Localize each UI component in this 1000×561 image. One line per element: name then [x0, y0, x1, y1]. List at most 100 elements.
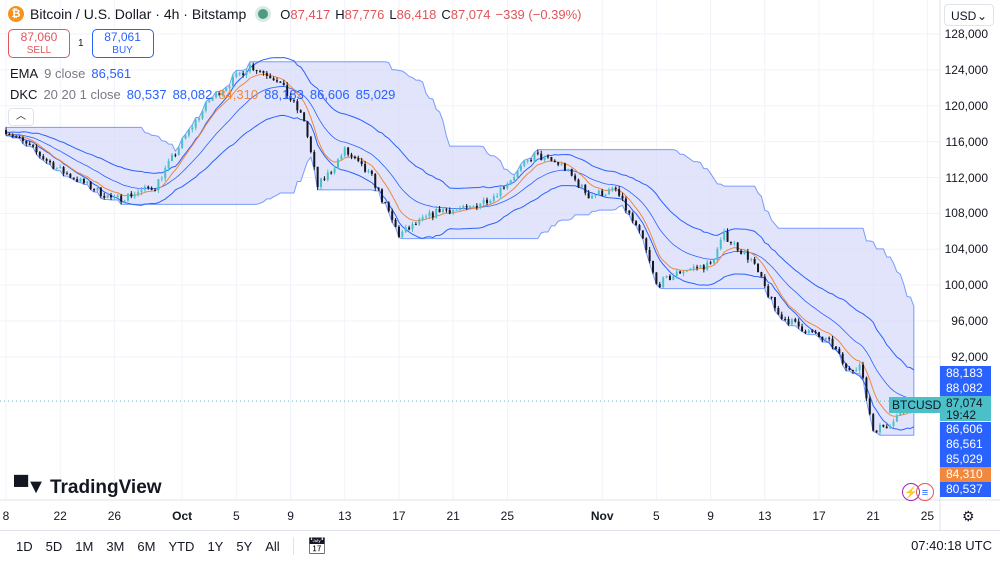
candle	[364, 164, 367, 172]
indicator-ema[interactable]: EMA 9 close 86,561	[10, 66, 132, 81]
event-badges[interactable]: ⚡ ≡	[902, 483, 934, 501]
time-axis-label: 17	[392, 509, 406, 523]
candle	[757, 263, 760, 273]
settings-icon[interactable]: ⚙	[962, 508, 975, 524]
candle	[679, 271, 682, 274]
candle	[289, 95, 292, 101]
candle	[689, 268, 692, 271]
candle	[191, 127, 194, 130]
candle	[428, 212, 431, 217]
candle	[208, 100, 211, 102]
price-axis-label: 96,000	[951, 314, 988, 329]
tradingview-logo[interactable]: ▀▼ TradingView	[14, 476, 162, 498]
range-all[interactable]: All	[265, 538, 280, 554]
range-5d[interactable]: 5D	[45, 538, 63, 554]
candle	[49, 160, 52, 163]
price-axis-label: 128,000	[944, 27, 988, 41]
symbol-header: ₿ Bitcoin / U.S. Dollar · 4h · Bitstamp …	[8, 6, 582, 22]
candle	[150, 188, 153, 190]
candle	[384, 202, 387, 204]
candle	[692, 266, 695, 269]
indicator-dkc[interactable]: DKC 20 20 1 close 80,537 88,082 84,310 88,18…	[10, 87, 396, 102]
candle	[326, 172, 329, 180]
time-axis-label: 26	[107, 509, 122, 523]
range-ytd[interactable]: YTD	[168, 538, 195, 554]
candle	[458, 208, 461, 210]
candle	[421, 216, 424, 220]
symbol-tag: BTCUSD	[889, 397, 945, 413]
candle	[855, 370, 858, 372]
candle	[93, 189, 96, 191]
candle	[198, 118, 201, 120]
range-5y[interactable]: 5Y	[236, 538, 253, 554]
range-bar: 1D 5D 1M 3M 6M YTD 1Y 5Y All 📅︎	[0, 530, 1000, 561]
candle	[269, 75, 272, 79]
candle	[418, 219, 421, 225]
market-status-icon	[258, 9, 269, 19]
clock[interactable]: 07:40:18 UTC	[911, 538, 992, 553]
candle	[79, 178, 82, 182]
candle	[773, 297, 776, 309]
candle	[502, 187, 505, 189]
price-chart[interactable]	[0, 0, 1000, 530]
sell-button[interactable]: 87,060 SELL	[8, 29, 70, 58]
candle	[821, 336, 824, 340]
ema-line	[5, 73, 915, 417]
candle	[292, 100, 295, 102]
range-1d[interactable]: 1D	[16, 538, 33, 554]
candle	[682, 271, 685, 274]
time-axis-label: 21	[446, 509, 460, 523]
range-3m[interactable]: 3M	[106, 538, 125, 554]
collapse-legend-button[interactable]: ︿	[8, 108, 34, 126]
candle	[665, 275, 668, 278]
candle	[838, 348, 841, 354]
candle	[123, 200, 126, 202]
keltner-lower	[5, 114, 915, 431]
candle	[76, 179, 79, 182]
candle	[42, 156, 45, 160]
candle	[780, 314, 783, 319]
candle	[672, 276, 675, 280]
candle	[814, 331, 817, 333]
candle	[370, 170, 373, 174]
candle	[848, 367, 851, 370]
bitcoin-icon: ₿	[8, 6, 24, 22]
candle	[878, 424, 881, 433]
candle	[807, 330, 810, 334]
buy-button[interactable]: 87,061 BUY	[91, 29, 154, 58]
go-to-date-icon[interactable]: 📅︎	[306, 538, 328, 555]
candle	[181, 138, 184, 149]
candle	[597, 190, 600, 195]
candle	[645, 238, 648, 250]
us-flag-icon[interactable]: ≡	[916, 483, 934, 501]
candle	[618, 189, 621, 196]
time-axis-label: 5	[653, 509, 660, 523]
candle	[824, 337, 827, 340]
donchian-band	[5, 61, 915, 436]
symbol-title[interactable]: Bitcoin / U.S. Dollar · 4h · Bitstamp	[30, 6, 247, 22]
candle	[265, 72, 268, 76]
candle	[584, 184, 587, 193]
price-axis-label: 108,000	[944, 206, 988, 221]
price-axis-label: 124,000	[944, 62, 988, 77]
candle	[858, 364, 861, 371]
range-6m[interactable]: 6M	[137, 538, 156, 554]
candle	[574, 175, 577, 180]
range-1m[interactable]: 1M	[75, 538, 94, 554]
candle	[177, 148, 180, 155]
candle	[414, 224, 417, 226]
candle	[438, 208, 441, 213]
price-tag: 85,029	[940, 452, 991, 467]
range-1y[interactable]: 1Y	[207, 538, 224, 554]
ohlc-values: O87,417 H87,776 L86,418 C87,074 −339 (−0…	[280, 6, 582, 22]
candle	[526, 160, 529, 162]
currency-select[interactable]: USD ⌄	[944, 4, 994, 26]
candle	[899, 411, 902, 416]
candle	[882, 424, 885, 427]
price-axis-label: 112,000	[945, 170, 989, 185]
candle	[567, 169, 570, 171]
candle	[52, 162, 55, 169]
price-tag: 88,183	[940, 366, 991, 381]
candle	[723, 231, 726, 240]
candle	[445, 209, 448, 211]
